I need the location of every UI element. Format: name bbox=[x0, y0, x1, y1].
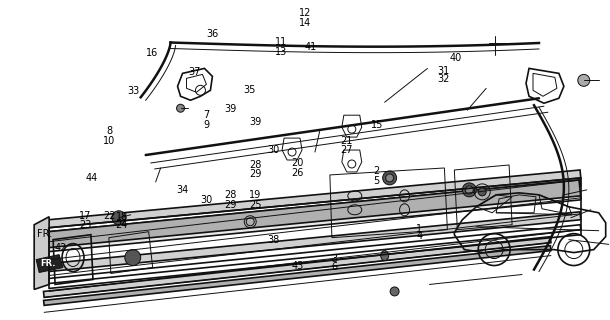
Text: 16: 16 bbox=[146, 48, 158, 58]
Text: 11: 11 bbox=[274, 37, 287, 47]
Text: 38: 38 bbox=[267, 235, 279, 245]
Text: 29: 29 bbox=[224, 200, 237, 210]
Text: 32: 32 bbox=[437, 74, 450, 84]
Text: 20: 20 bbox=[292, 158, 304, 168]
Polygon shape bbox=[43, 246, 551, 305]
Text: 28: 28 bbox=[224, 190, 237, 200]
Text: 28: 28 bbox=[249, 160, 261, 170]
Text: 33: 33 bbox=[127, 86, 140, 97]
Circle shape bbox=[578, 74, 590, 86]
Text: 21: 21 bbox=[340, 136, 353, 146]
Text: 30: 30 bbox=[201, 195, 213, 205]
Text: 27: 27 bbox=[340, 146, 353, 156]
Polygon shape bbox=[48, 212, 581, 271]
Ellipse shape bbox=[390, 287, 399, 296]
Text: 2: 2 bbox=[373, 166, 380, 176]
Text: 39: 39 bbox=[224, 104, 237, 114]
Text: 30: 30 bbox=[267, 146, 279, 156]
Polygon shape bbox=[43, 237, 551, 297]
Polygon shape bbox=[36, 255, 63, 273]
Text: 5: 5 bbox=[373, 176, 380, 186]
Text: 44: 44 bbox=[85, 172, 98, 182]
Text: 8: 8 bbox=[106, 126, 112, 136]
Text: 7: 7 bbox=[204, 110, 210, 120]
Text: 31: 31 bbox=[437, 66, 450, 76]
Text: 40: 40 bbox=[450, 53, 462, 63]
Text: 37: 37 bbox=[188, 68, 201, 77]
Polygon shape bbox=[48, 170, 581, 228]
Text: 12: 12 bbox=[299, 8, 311, 19]
Text: 4: 4 bbox=[416, 231, 422, 242]
Text: 36: 36 bbox=[207, 29, 219, 39]
Text: 34: 34 bbox=[176, 185, 188, 195]
Circle shape bbox=[462, 183, 476, 197]
Circle shape bbox=[112, 211, 126, 225]
Text: 43: 43 bbox=[292, 261, 304, 271]
Polygon shape bbox=[48, 180, 581, 250]
Text: 29: 29 bbox=[249, 169, 261, 179]
Text: 23: 23 bbox=[79, 220, 92, 230]
Text: 1: 1 bbox=[416, 223, 422, 234]
Text: 35: 35 bbox=[243, 85, 256, 95]
Text: 19: 19 bbox=[249, 190, 261, 200]
Circle shape bbox=[465, 186, 473, 194]
Text: FR.: FR. bbox=[40, 259, 56, 268]
Text: 26: 26 bbox=[292, 168, 304, 178]
Circle shape bbox=[386, 174, 393, 182]
Text: 14: 14 bbox=[299, 18, 311, 28]
Circle shape bbox=[478, 188, 486, 196]
Circle shape bbox=[382, 171, 397, 185]
Text: 10: 10 bbox=[103, 136, 115, 146]
Text: 22: 22 bbox=[103, 211, 116, 221]
Text: 9: 9 bbox=[204, 120, 210, 130]
Text: 17: 17 bbox=[79, 211, 92, 221]
Text: 3: 3 bbox=[331, 254, 337, 264]
Polygon shape bbox=[49, 225, 581, 284]
Ellipse shape bbox=[381, 251, 389, 260]
Polygon shape bbox=[34, 217, 49, 289]
Text: 18: 18 bbox=[115, 212, 127, 222]
Text: 42: 42 bbox=[55, 243, 67, 252]
Text: 24: 24 bbox=[115, 220, 127, 230]
Circle shape bbox=[176, 104, 185, 112]
Polygon shape bbox=[49, 180, 581, 238]
Polygon shape bbox=[49, 196, 581, 252]
Text: 41: 41 bbox=[305, 42, 317, 52]
Text: 13: 13 bbox=[274, 47, 287, 57]
Text: 15: 15 bbox=[370, 120, 383, 130]
Text: 25: 25 bbox=[249, 200, 262, 210]
Text: 6: 6 bbox=[331, 262, 337, 272]
Text: 39: 39 bbox=[249, 117, 261, 127]
Text: FR.: FR. bbox=[37, 229, 52, 239]
Circle shape bbox=[125, 250, 141, 266]
